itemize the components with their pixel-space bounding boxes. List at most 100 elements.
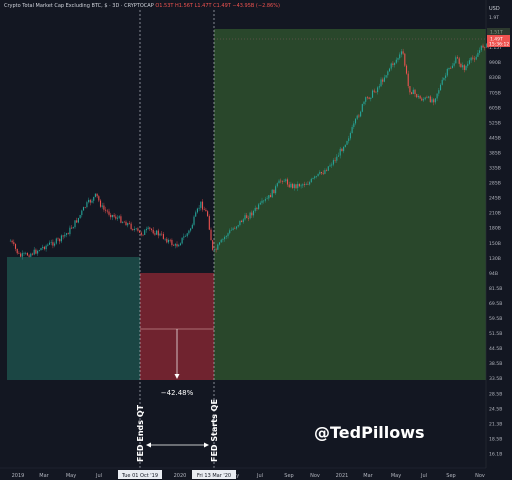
candle-body [140,232,142,235]
candle-body [354,118,357,124]
candle-body [470,57,472,61]
candle-body [436,93,438,99]
y-tick-label: 44.5B [489,346,502,352]
candle-body [91,200,93,203]
x-highlight-tag [192,470,236,479]
candle-body [356,115,358,119]
candle-body [281,181,283,182]
y-tick-label: 28.5B [489,391,502,397]
candle-body [225,236,227,237]
y-tick-label: 830B [489,75,501,81]
candle-body [21,253,23,257]
x-highlight-tag [118,470,162,479]
y-tick-label: 69.5B [489,301,502,307]
double-arrow-right-head [204,442,209,448]
x-tick-label: Jul [95,473,102,479]
candle-body [179,243,181,246]
candle-body [278,180,280,184]
candle-body [108,211,110,215]
candle-body [183,236,185,238]
x-tick-label: Sep [446,473,455,479]
candle-body [402,51,404,54]
candles-group [9,42,489,260]
candle-body [244,215,246,220]
candle-body [147,227,149,229]
candle-body [269,195,272,198]
candle-body [276,183,278,187]
candle-body [79,215,81,218]
candle-body [132,229,134,231]
candle-body [407,73,409,87]
candle-body [297,183,299,189]
candle-body [426,97,428,99]
candle-body [133,228,136,231]
candle-body [394,62,396,65]
candle-body [477,52,479,57]
candle-body [361,104,363,112]
candle-body [405,65,408,74]
candle-body [212,240,214,250]
candle-body [123,221,125,223]
candle-body [317,173,319,177]
candle-body [475,56,477,60]
candle-body [45,245,47,250]
candle-body [293,184,295,188]
candle-body [339,148,341,156]
candle-body [380,79,382,87]
candle-body [261,200,263,203]
candle-body [428,96,430,98]
candle-body [110,214,112,218]
x-tick-label: Sep [284,473,293,479]
candle-body [331,164,333,166]
candle-body [280,180,282,182]
x-tick-label: Nov [475,473,485,479]
candle-body [388,68,391,72]
chart-header: Crypto Total Market Cap Excluding BTC, $… [4,3,280,9]
time-axis[interactable]: 2019 Mar May Jul Sep Nov 2020 Mar May Jul Sep Nov 20… [12,470,485,479]
candle-body [463,65,465,70]
candle-body [142,234,144,236]
candle-body [139,230,141,233]
candle-body [305,184,307,186]
candle-body [363,101,365,105]
candle-body [99,200,102,207]
candle-body [203,209,205,211]
current-price-tag [487,35,510,47]
candle-body [332,160,334,165]
symbol-title: Crypto Total Market Cap Excluding BTC, $… [4,3,154,9]
y-tick-label: 81.5B [489,286,502,292]
candle-body [334,160,336,161]
candle-body [411,92,413,95]
candle-body [222,239,224,240]
y-tick-label: 990B [489,60,501,66]
countdown-text: 15:36:12 [489,42,509,48]
candle-body [409,86,411,93]
candle-body [162,234,164,239]
candle-body [77,217,79,223]
candle-body [242,219,244,223]
candle-body [373,90,375,92]
candle-body [213,249,215,250]
candle-body [290,183,292,188]
drawdown-arrow-head [174,374,180,379]
candle-body [247,218,249,219]
candle-body [198,207,200,209]
candle-body [371,90,374,98]
candle-body [230,229,232,231]
y-tick-label: 210B [489,211,501,217]
candle-body [414,89,416,95]
candle-body [314,176,316,179]
y-tick-label: 59.5B [489,316,502,322]
candle-body [50,242,52,243]
candle-body [468,60,470,64]
candle-body [28,255,30,257]
candle-body [455,57,457,64]
candle-body [256,207,258,209]
candle-body [252,210,255,216]
candle-body [224,236,226,240]
candle-body [360,111,362,117]
candle-body [383,77,385,82]
price-axis[interactable]: 1.9T1.5T1.15T990B830B705B605B525B445B385… [489,15,502,457]
candle-body [421,98,423,101]
